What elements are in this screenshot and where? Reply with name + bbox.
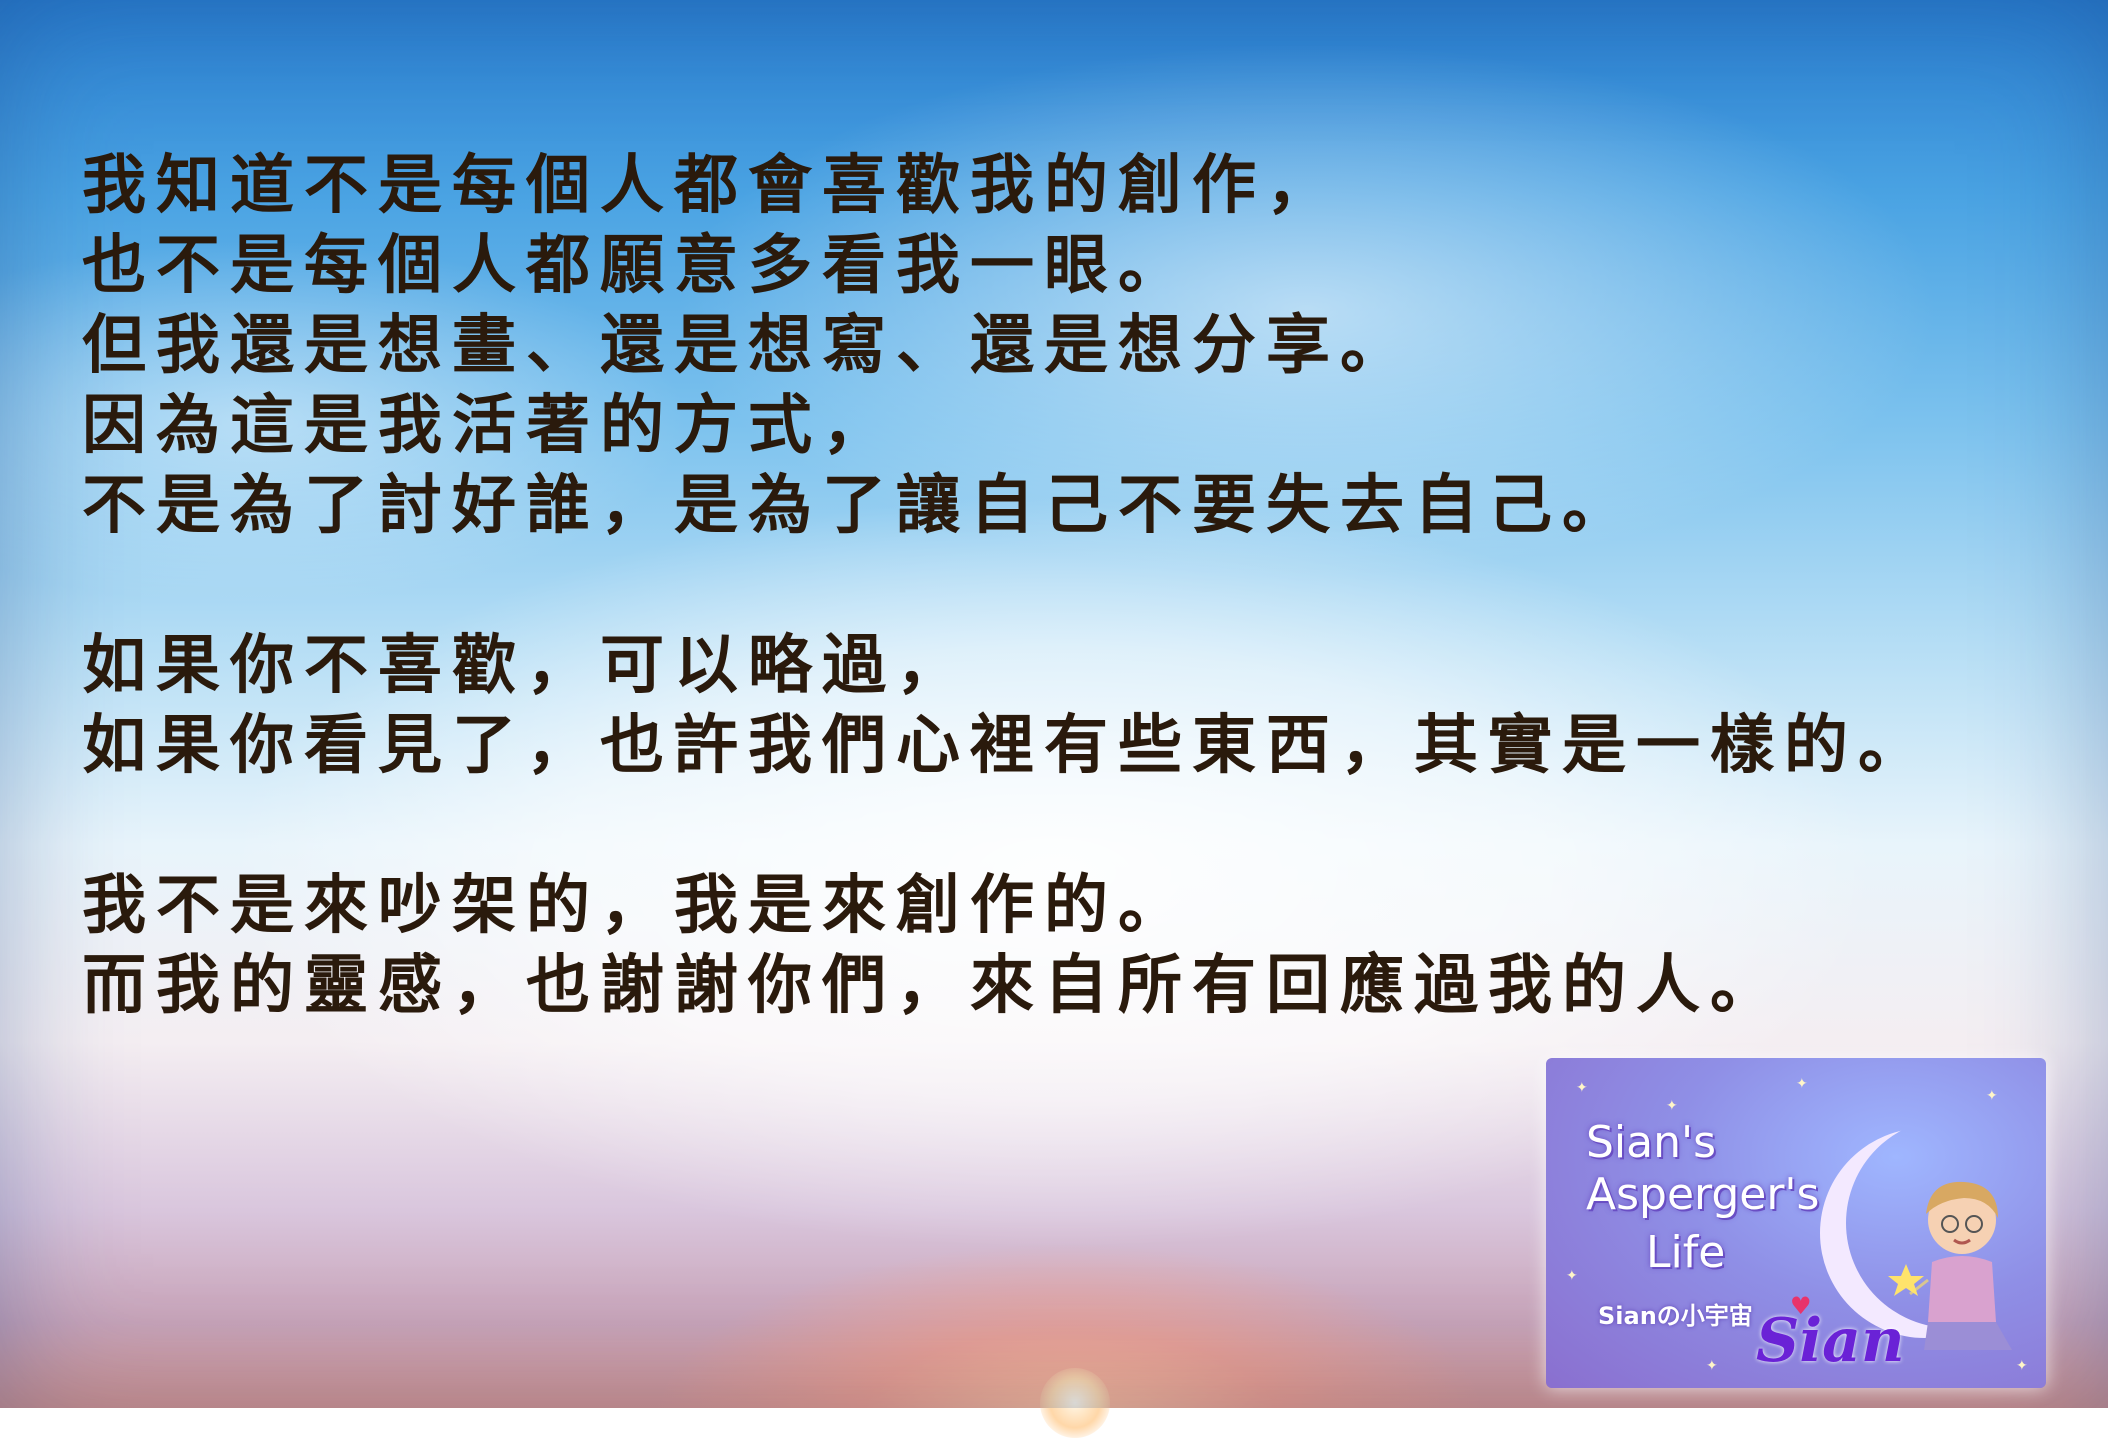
star-icon: ✦ bbox=[1666, 1098, 1678, 1114]
poem-line: 如果你不喜歡，可以略過， bbox=[82, 628, 970, 703]
logo-title-line: Sian's bbox=[1586, 1117, 1717, 1168]
logo-title-line: Life bbox=[1646, 1227, 1726, 1278]
star-icon: ✦ bbox=[1846, 1168, 1858, 1184]
star-icon: ✦ bbox=[1576, 1080, 1588, 1096]
poem-text: 我知道不是每個人都會喜歡我的創作， 也不是每個人都願意多看我一眼。 但我還是想畫… bbox=[82, 146, 2092, 1026]
poem-line: 如果你看見了，也許我們心裡有些東西，其實是一樣的。 bbox=[82, 708, 1932, 783]
poem-line: 而我的靈感，也謝謝你們，來自所有回應過我的人。 bbox=[82, 948, 1784, 1023]
star-icon: ✦ bbox=[2016, 1358, 2028, 1374]
poem-line: 但我還是想畫、還是想寫、還是想分享。 bbox=[82, 308, 1414, 383]
star-icon: ✦ bbox=[1566, 1268, 1578, 1284]
star-icon: ✦ bbox=[1796, 1076, 1808, 1092]
star-icon: ✦ bbox=[1986, 1088, 1998, 1104]
poem-line: 因為這是我活著的方式， bbox=[82, 388, 896, 463]
logo-title-line: Asperger's bbox=[1586, 1169, 1820, 1220]
stanza-gap bbox=[82, 786, 2092, 866]
poem-line: 也不是每個人都願意多看我一眼。 bbox=[82, 228, 1192, 303]
avatar-illustration bbox=[1888, 1181, 2012, 1350]
logo-subtitle: Sianの小宇宙 bbox=[1598, 1302, 1753, 1330]
poem-line: 我知道不是每個人都會喜歡我的創作， bbox=[82, 148, 1340, 223]
logo-signature: Sian bbox=[1756, 1306, 1905, 1376]
brand-logo: ✦ ✦ ✦ ✦ ✦ ✦ ✦ ✦ Sian's Asperger's Life S… bbox=[1546, 1058, 2046, 1388]
poem-line: 我不是來吵架的，我是來創作的。 bbox=[82, 868, 1192, 943]
heart-icon: ♥ bbox=[1790, 1292, 1812, 1320]
stanza-gap bbox=[82, 546, 2092, 626]
star-icon: ✦ bbox=[1706, 1358, 1718, 1374]
poem-line: 不是為了討好誰，是為了讓自己不要失去自己。 bbox=[82, 468, 1636, 543]
